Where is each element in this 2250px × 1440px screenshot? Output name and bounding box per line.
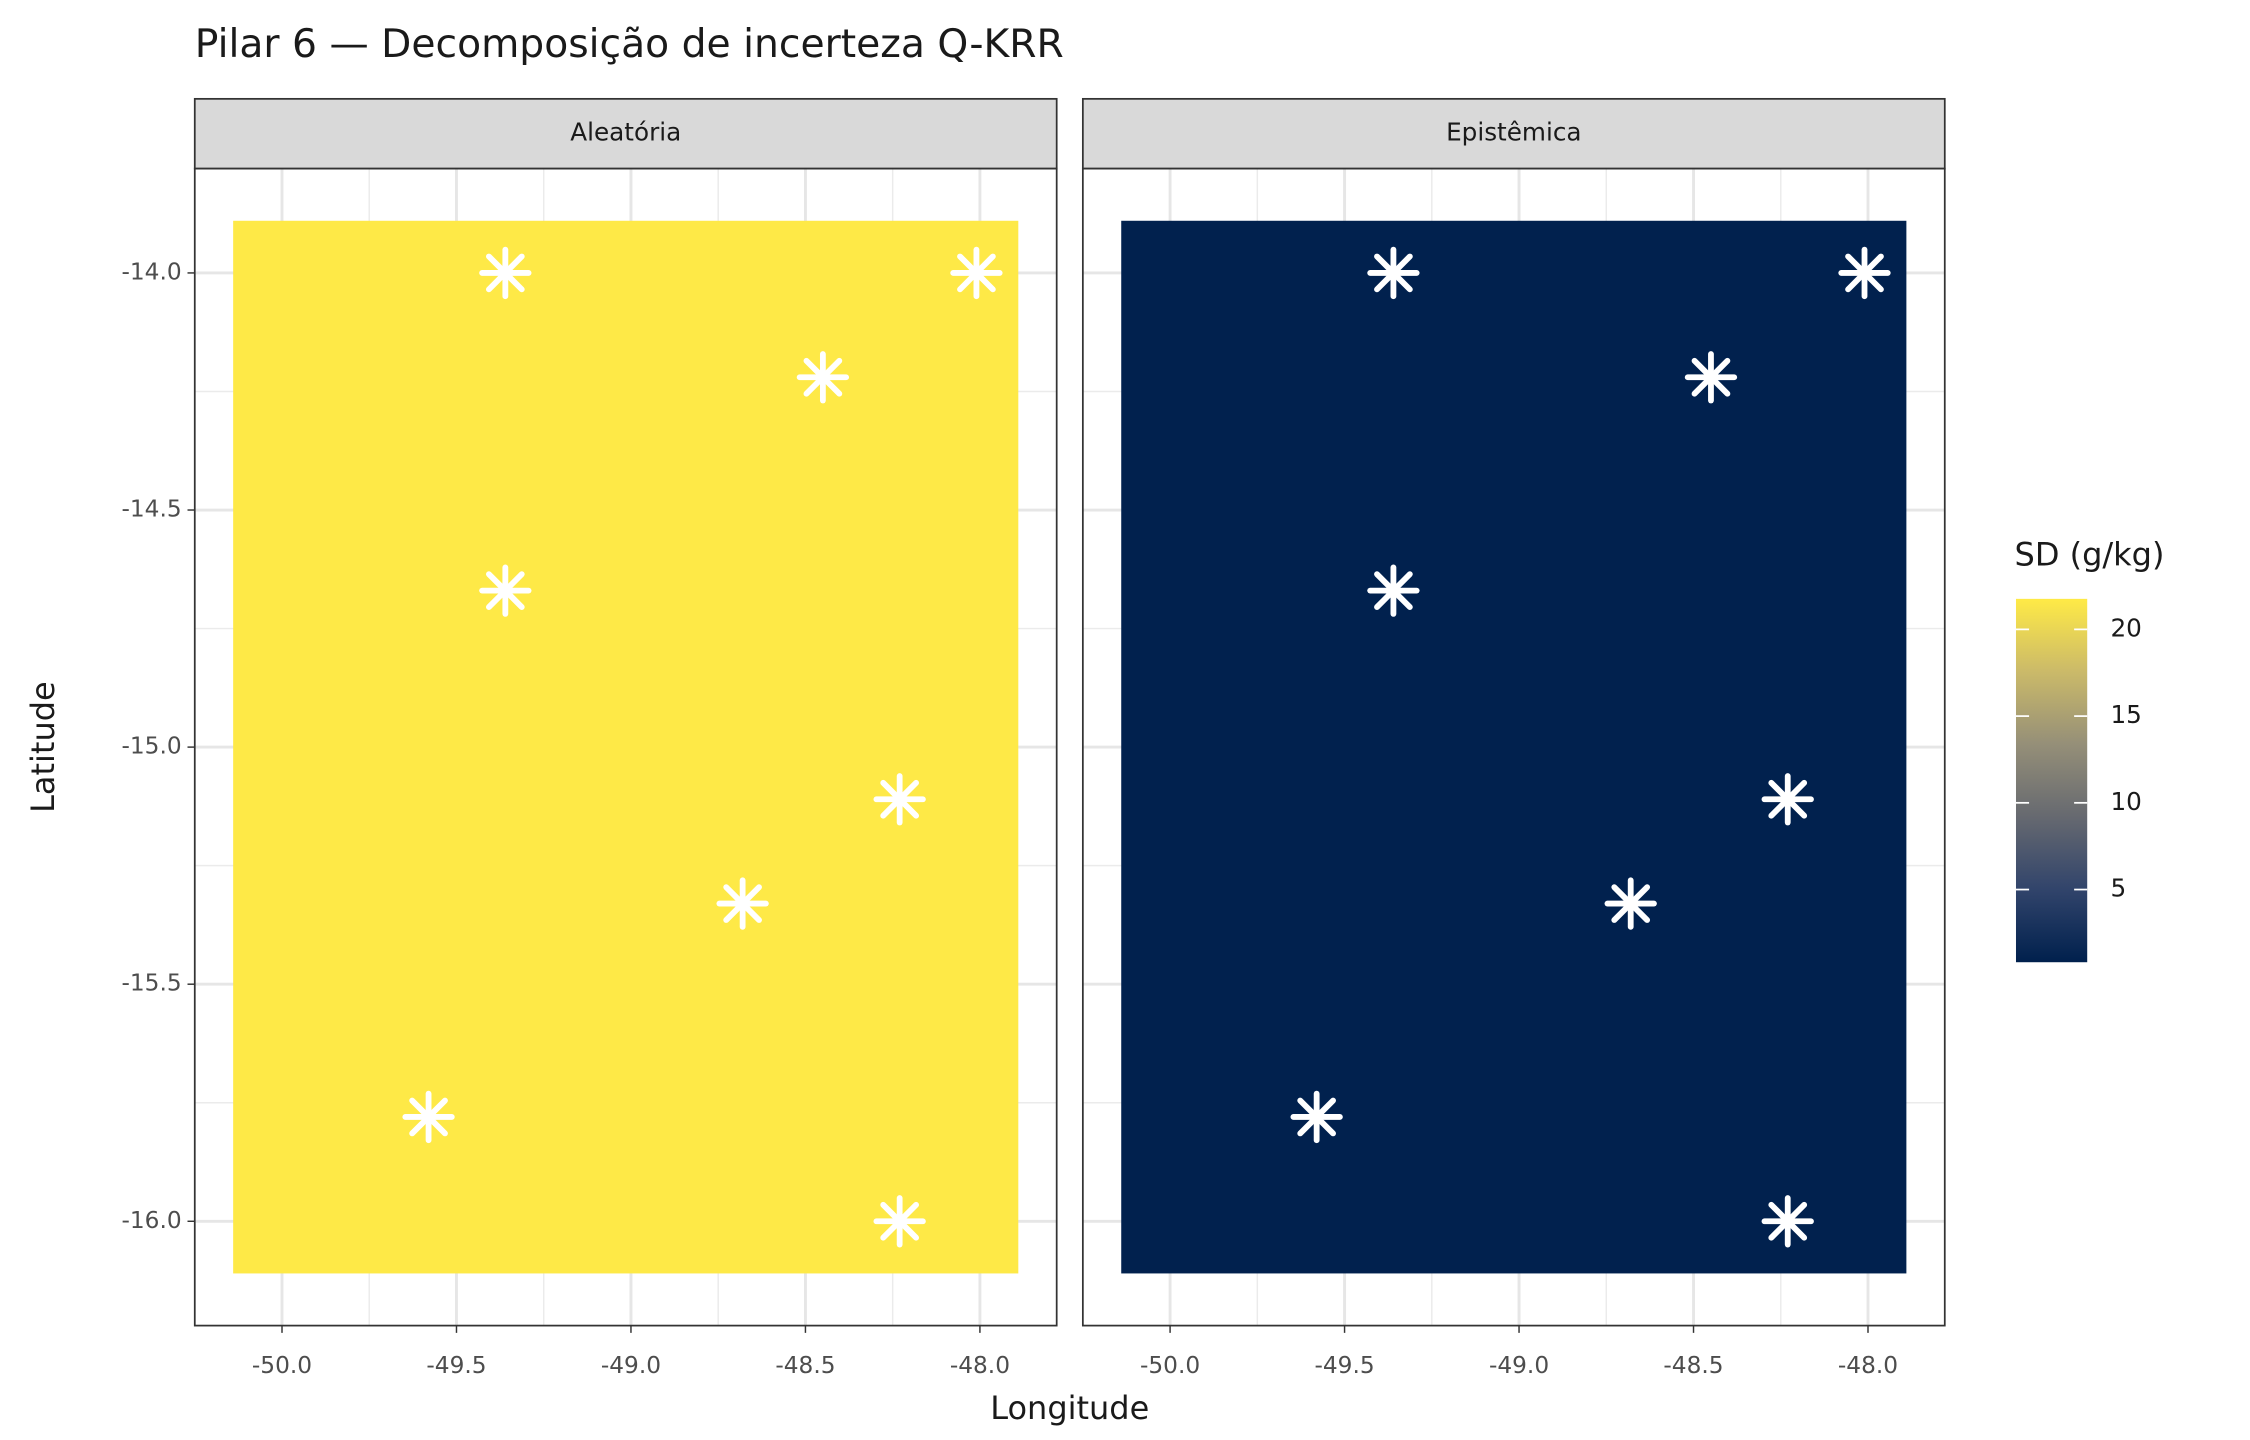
colorbar-tick-label: 10 [2110,787,2141,816]
x-tick-label: -50.0 [1140,1352,1200,1379]
x-tick-label: -48.0 [950,1352,1010,1379]
x-tick-label: -50.0 [252,1352,312,1379]
station-point [1367,246,1420,300]
colorbar-tick-label: 5 [2110,874,2126,903]
legend-title: SD (g/kg) [2015,536,2165,574]
colorbar-tick-label: 15 [2110,700,2141,729]
raster-tile [233,220,1019,1274]
point-spoke [485,571,525,610]
point-spoke [485,253,525,293]
strip [193,97,1058,170]
x-tick-label: -49.5 [426,1352,486,1379]
y-tick-label: -15.5 [122,970,182,997]
station-point [1684,351,1738,404]
point-spoke [880,779,920,819]
panel-border [193,167,1058,1327]
station-point [1290,1090,1343,1144]
point-spoke [1691,357,1731,397]
point-spoke [1374,253,1413,293]
station-point [873,773,926,826]
point-spoke [880,1201,920,1241]
point-spoke [723,884,762,923]
strip [1081,97,1946,170]
station-point [716,877,769,930]
panel-border [1081,167,1946,1327]
station-point [1838,246,1891,300]
point-spoke [1845,253,1884,293]
x-tick-label: -49.5 [1314,1352,1374,1379]
x-tick-label: -49.0 [601,1352,661,1379]
x-tick-label: -48.5 [1663,1352,1723,1379]
x-tick-label: -49.0 [1489,1352,1549,1379]
x-tick-label: -48.5 [775,1352,835,1379]
station-point [873,1195,926,1248]
y-tick-label: -16.0 [122,1207,182,1234]
station-point [479,246,532,300]
colorbar-tick-label: 20 [2110,613,2141,642]
point-spoke [409,1097,448,1137]
station-point [1761,773,1814,826]
y-tick-label: -15.0 [122,733,182,760]
y-axis-label: Latitude [24,681,62,813]
y-tick-label: -14.0 [122,258,182,285]
station-point [1604,877,1657,930]
raster-tile [1121,220,1907,1274]
strip-label: Epistêmica [1446,118,1581,147]
station-point [950,246,1003,300]
station-point [402,1090,455,1144]
station-point [796,351,850,404]
station-point [1367,564,1420,617]
point-spoke [1611,884,1651,923]
point-spoke [803,357,843,397]
point-spoke [1297,1097,1336,1137]
point-spoke [957,253,996,293]
x-tick-label: -48.0 [1838,1352,1898,1379]
colorbar [2015,598,2088,963]
strip-label: Aleatória [570,118,681,147]
y-tick-label: -14.5 [122,496,182,523]
station-point [479,564,532,617]
chart-title: Pilar 6 — Decomposição de incerteza Q-KR… [195,22,1064,67]
x-axis-label: Longitude [990,1389,1149,1427]
point-spoke [1768,1201,1808,1241]
station-point [1761,1195,1814,1248]
point-spoke [1768,779,1808,819]
point-spoke [1374,571,1413,610]
